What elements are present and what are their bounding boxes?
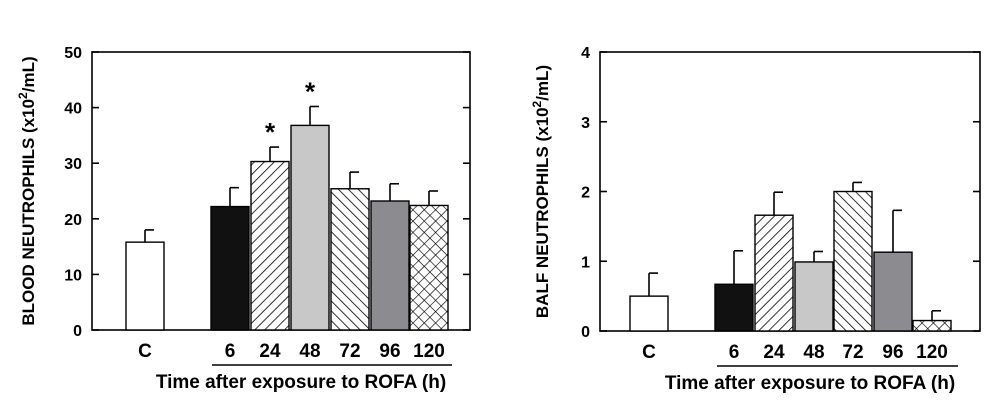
balf-y-axis-label-unit: /mL) bbox=[533, 65, 552, 101]
balf-y-tick-label: 4 bbox=[581, 45, 590, 62]
balf-bar bbox=[794, 261, 834, 332]
balf-bar bbox=[833, 190, 873, 332]
balf-bar bbox=[912, 319, 952, 332]
blood-category-label: 72 bbox=[339, 341, 360, 362]
blood-y-axis-label: BLOOD NEUTROPHILS (x102/mL) bbox=[16, 56, 38, 325]
blood-y-axis-label-exponent: 2 bbox=[16, 92, 30, 99]
balf-bar bbox=[714, 283, 754, 332]
balf-y-axis-label: BALF NEUTROPHILS (x102/mL) bbox=[530, 65, 552, 318]
blood-neutrophils-panel: 0 10 20 30 40 50 C 6 24 * 48 * 72 96 120 Time after exp… bbox=[16, 45, 471, 393]
balf-bar bbox=[629, 295, 669, 332]
balf-category-label: 6 bbox=[729, 342, 740, 363]
balf-category-label: 120 bbox=[916, 342, 948, 363]
balf-y-tick-label: 0 bbox=[581, 324, 590, 341]
balf-category-label: C bbox=[642, 342, 656, 363]
blood-category-label: C bbox=[138, 341, 152, 362]
blood-bar bbox=[290, 124, 330, 331]
balf-bar bbox=[754, 214, 794, 332]
balf-y-axis-label-main: BALF NEUTROPHILS (x10 bbox=[533, 107, 552, 318]
blood-significance-mark: * bbox=[305, 76, 316, 106]
balf-category-label: 72 bbox=[842, 342, 863, 363]
blood-y-axis-label-unit: /mL) bbox=[19, 56, 38, 92]
blood-y-tick-label: 30 bbox=[64, 156, 82, 173]
balf-category-label: 24 bbox=[763, 342, 785, 363]
blood-y-tick-label: 40 bbox=[64, 101, 82, 118]
balf-x-axis-label: Time after exposure to ROFA (h) bbox=[665, 373, 955, 394]
blood-category-label: 6 bbox=[225, 341, 236, 362]
blood-bar bbox=[250, 160, 290, 331]
blood-y-tick-label: 50 bbox=[64, 45, 82, 62]
balf-y-tick-label: 3 bbox=[581, 115, 590, 132]
blood-y-axis-label-main: BLOOD NEUTROPHILS (x10 bbox=[19, 99, 38, 326]
balf-bar bbox=[873, 251, 913, 332]
blood-y-tick-label: 20 bbox=[64, 212, 82, 229]
blood-bar bbox=[210, 205, 250, 331]
blood-bar bbox=[125, 241, 165, 331]
blood-bar bbox=[409, 204, 449, 331]
blood-category-label: 24 bbox=[259, 341, 281, 362]
blood-y-tick-label: 10 bbox=[64, 267, 82, 284]
balf-category-label: 48 bbox=[803, 342, 824, 363]
blood-category-label: 120 bbox=[413, 341, 445, 362]
blood-category-label: 48 bbox=[299, 341, 320, 362]
blood-bar bbox=[370, 200, 410, 331]
balf-category-label: 96 bbox=[882, 342, 903, 363]
blood-significance-mark: * bbox=[265, 117, 276, 147]
balf-y-axis-label-exponent: 2 bbox=[530, 100, 544, 107]
balf-y-tick-label: 2 bbox=[581, 185, 590, 202]
blood-y-tick-label: 0 bbox=[73, 323, 82, 340]
blood-bar bbox=[330, 188, 370, 331]
blood-category-label: 96 bbox=[379, 341, 400, 362]
balf-y-tick-label: 1 bbox=[581, 254, 590, 271]
balf-neutrophils-panel: 0 1 2 3 4 C 6 24 48 72 96 120 Time after exposure to… bbox=[530, 45, 981, 394]
blood-x-axis-label: Time after exposure to ROFA (h) bbox=[156, 372, 446, 393]
